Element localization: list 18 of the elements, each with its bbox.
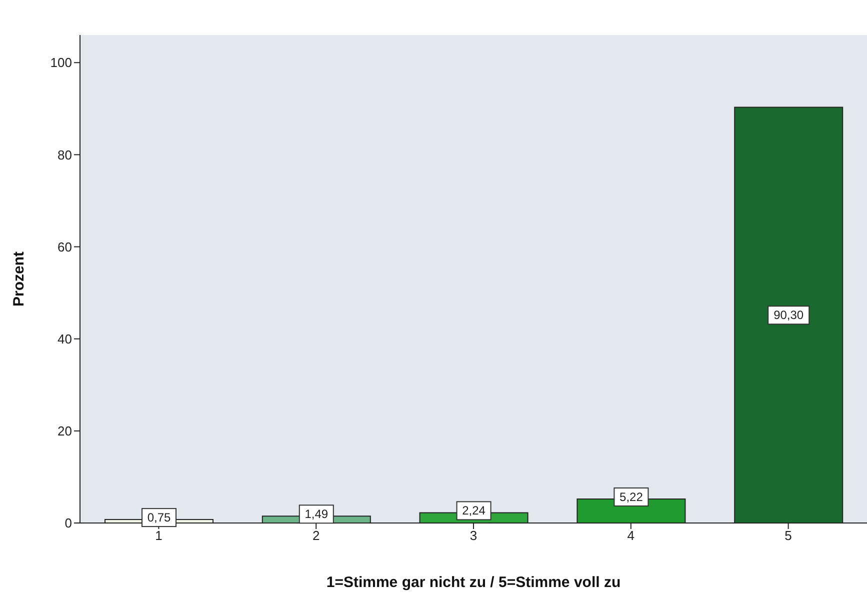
- data-label: 5,22: [620, 490, 644, 504]
- data-label: 90,30: [774, 308, 804, 322]
- x-axis-title: 1=Stimme gar nicht zu / 5=Stimme voll zu: [326, 574, 621, 591]
- data-label: 0,75: [147, 510, 171, 525]
- y-tick-label: 20: [58, 424, 72, 439]
- y-axis-title: Prozent: [10, 251, 28, 307]
- y-tick-label: 80: [58, 147, 72, 162]
- y-tick-label: 60: [58, 239, 72, 254]
- data-label: 2,24: [462, 504, 486, 518]
- x-tick-label: 4: [627, 528, 635, 544]
- data-label: 1,49: [304, 507, 328, 522]
- x-tick-label: 3: [470, 528, 478, 544]
- y-tick-label: 100: [50, 55, 72, 70]
- x-tick-label: 2: [312, 528, 320, 544]
- x-tick-label: 5: [784, 528, 792, 544]
- y-tick-label: 40: [58, 331, 72, 346]
- x-tick-label: 1: [155, 528, 162, 544]
- y-tick-label: 0: [64, 516, 72, 531]
